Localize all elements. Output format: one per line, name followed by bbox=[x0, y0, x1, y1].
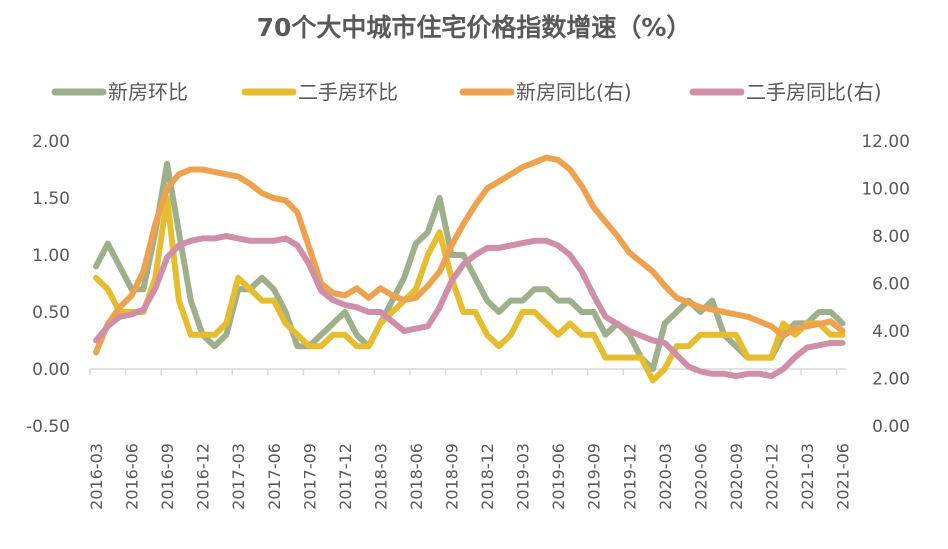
x-axis: 2016-03 2016-06 2016-09 2016-12 2017-03 2017-… bbox=[87, 369, 853, 510]
right-y-tick-label: 6.00 bbox=[872, 275, 910, 295]
x-tick-label: 2018-06 bbox=[407, 443, 426, 510]
x-tick-label: 2019-12 bbox=[620, 443, 639, 510]
x-tick-label: 2016-03 bbox=[87, 443, 106, 510]
right-y-tick-label: 0.00 bbox=[872, 417, 910, 437]
right-y-axis: 0.00 2.00 4.00 6.00 8.00 10.00 12.00 bbox=[861, 132, 910, 437]
x-tick-label: 2021-06 bbox=[834, 443, 853, 510]
x-tick-label: 2017-12 bbox=[336, 443, 355, 510]
left-y-tick-label: 1.50 bbox=[32, 189, 70, 209]
left-y-tick-label: 0.50 bbox=[32, 303, 70, 323]
left-y-axis: -0.50 0.00 0.50 1.00 1.50 2.00 bbox=[26, 132, 70, 437]
x-tick-label: 2016-06 bbox=[123, 443, 142, 510]
right-y-tick-label: 4.00 bbox=[872, 322, 910, 342]
x-tick-label: 2019-06 bbox=[549, 443, 568, 510]
x-tick-label: 2018-03 bbox=[371, 443, 390, 510]
series-line-3 bbox=[93, 233, 846, 380]
right-y-tick-label: 10.00 bbox=[861, 180, 910, 200]
x-tick-label: 2020-09 bbox=[727, 443, 746, 510]
x-tick-label: 2020-12 bbox=[762, 443, 781, 510]
x-tick-label: 2017-03 bbox=[229, 443, 248, 510]
legend-label: 二手房同比(右) bbox=[746, 80, 882, 104]
x-tick-label: 2016-09 bbox=[158, 443, 177, 510]
legend: 新房环比 二手房环比 新房同比(右) 二手房同比(右) bbox=[51, 80, 882, 104]
legend-label: 二手房环比 bbox=[298, 80, 398, 104]
chart-title: 70个大中城市住宅价格指数增速（%） bbox=[257, 13, 692, 42]
x-tick-label: 2020-03 bbox=[656, 443, 675, 510]
x-tick-label: 2017-06 bbox=[265, 443, 284, 510]
right-y-tick-label: 12.00 bbox=[861, 132, 910, 152]
x-tick-label: 2018-12 bbox=[478, 443, 497, 510]
x-tick-label: 2020-06 bbox=[691, 443, 710, 510]
x-tick-label: 2018-09 bbox=[443, 443, 462, 510]
left-y-tick-label: 1.00 bbox=[32, 246, 70, 266]
x-tick-label: 2019-09 bbox=[585, 443, 604, 510]
series-line-2 bbox=[93, 154, 846, 356]
x-tick-label: 2021-03 bbox=[798, 443, 817, 510]
legend-label: 新房环比 bbox=[108, 80, 188, 104]
x-tick-label: 2017-09 bbox=[300, 443, 319, 510]
x-tick-label: 2016-12 bbox=[194, 443, 213, 510]
right-y-tick-label: 8.00 bbox=[872, 227, 910, 247]
series-line-1 bbox=[93, 195, 846, 384]
right-y-tick-label: 2.00 bbox=[872, 370, 910, 390]
x-tick-label: 2019-03 bbox=[514, 443, 533, 510]
left-y-tick-label: 0.00 bbox=[32, 360, 70, 380]
series-lines bbox=[93, 154, 846, 384]
legend-label: 新房同比(右) bbox=[516, 80, 632, 104]
series-line-0 bbox=[93, 160, 846, 372]
left-y-tick-label: 2.00 bbox=[32, 132, 70, 152]
left-y-tick-label: -0.50 bbox=[26, 417, 70, 437]
